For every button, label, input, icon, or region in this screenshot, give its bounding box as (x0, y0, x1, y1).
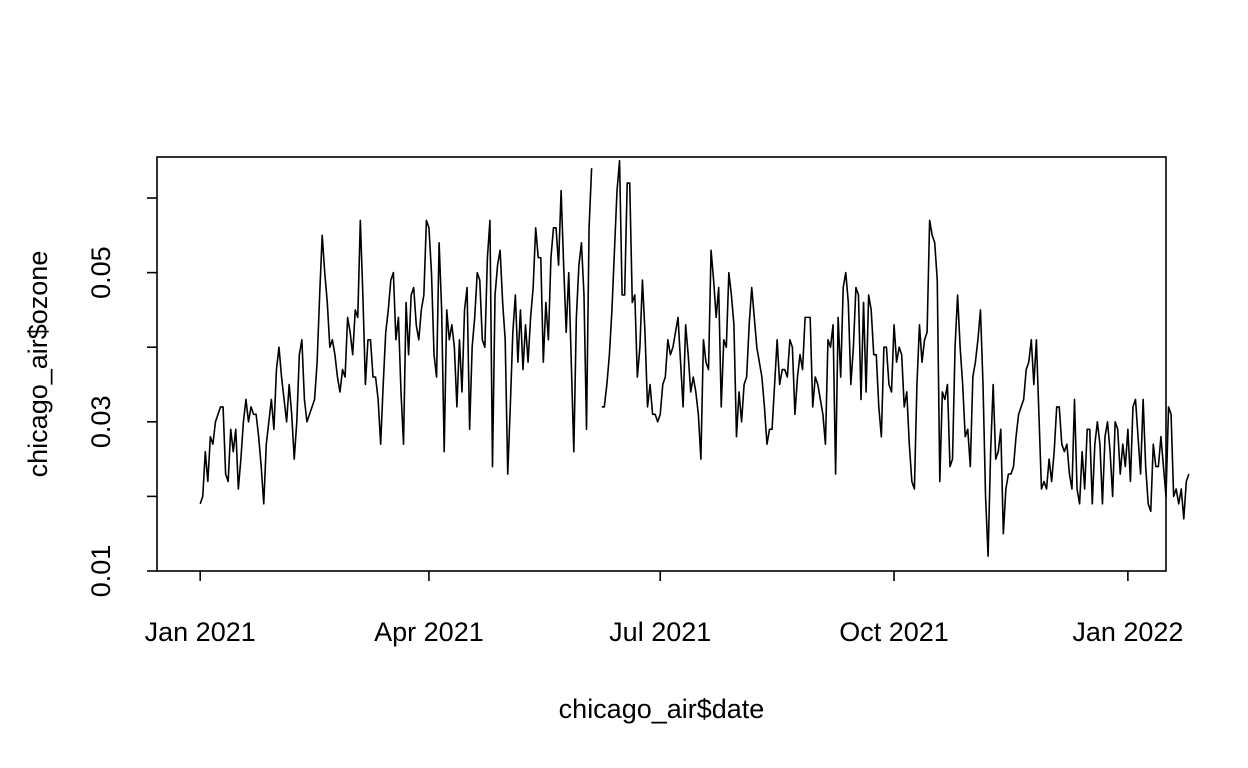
x-axis-label: chicago_air$date (559, 694, 765, 724)
x-axis-ticks: Jan 2021 Apr 2021 Jul 2021 Oct 2021 Jan 2022 (145, 571, 1183, 647)
y-tick-label: 0.05 (86, 246, 116, 299)
x-tick-label: Oct 2021 (839, 617, 949, 647)
y-tick-label: 0.03 (86, 396, 116, 449)
y-tick-label: 0.01 (86, 545, 116, 598)
x-tick-label: Apr 2021 (374, 617, 484, 647)
x-tick-label: Jan 2021 (145, 617, 256, 647)
x-tick-label: Jul 2021 (609, 617, 711, 647)
x-tick-label: Jan 2022 (1072, 617, 1183, 647)
ozone-series-line (199, 159, 1190, 557)
y-axis-ticks: 0.01 0.03 0.05 (86, 197, 157, 598)
plot-frame (156, 156, 1167, 572)
y-axis-label: chicago_air$ozone (23, 251, 53, 478)
